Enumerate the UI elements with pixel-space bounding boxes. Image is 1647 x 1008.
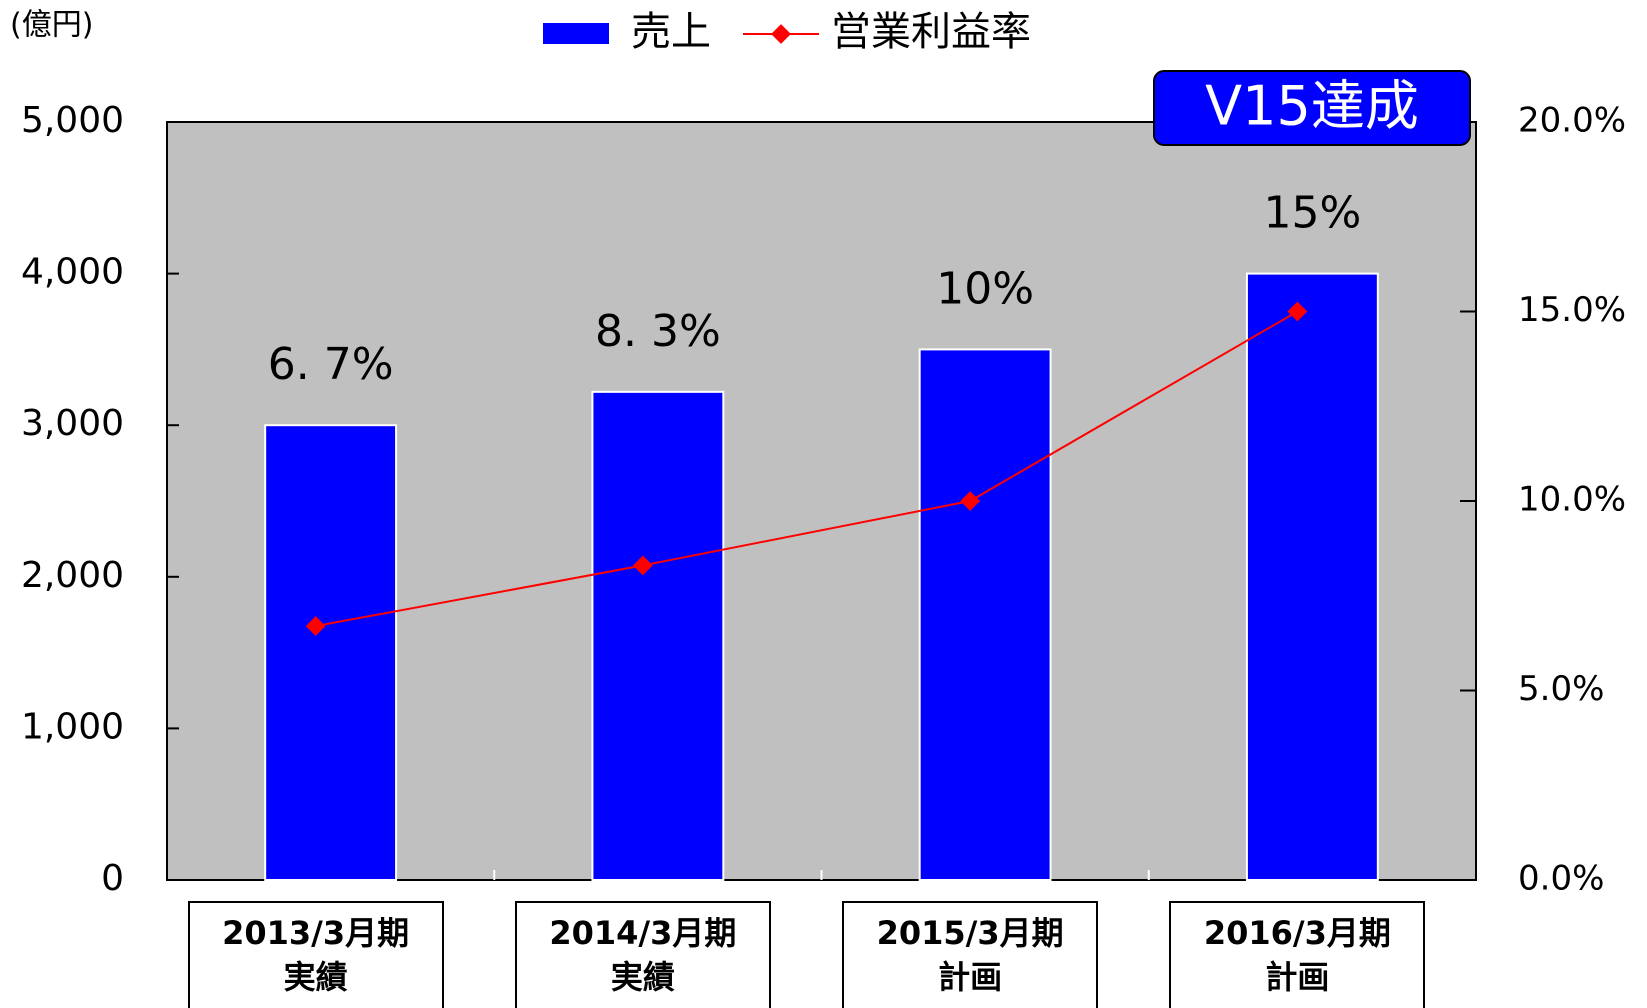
y2-tick-label: 5.0% — [1518, 669, 1604, 709]
annotation: V15達成 — [1205, 75, 1419, 138]
value-label: 6. 7% — [268, 339, 394, 390]
y2-tick-label: 20.0% — [1518, 101, 1626, 141]
y2-tick-label: 15.0% — [1518, 290, 1626, 330]
legend-label: 売上 — [631, 9, 711, 55]
line-marker — [632, 555, 653, 576]
line-marker — [1287, 301, 1308, 322]
value-label: 8. 3% — [595, 306, 721, 357]
y-tick-label: 1,000 — [21, 706, 124, 747]
bar — [918, 348, 1052, 881]
value-label: 15% — [1263, 188, 1361, 239]
y2-tick-label: 0.0% — [1518, 859, 1604, 899]
bar — [591, 390, 725, 881]
legend-swatch — [543, 23, 609, 44]
x-tick-label: 2014/3月期 実績 — [514, 901, 771, 1008]
y-tick-label: 5,000 — [21, 100, 124, 141]
annotation-box — [1153, 70, 1471, 146]
legend-marker — [771, 24, 791, 44]
x-tick-label: 2016/3月期 計画 — [1169, 901, 1426, 1008]
line — [315, 310, 1298, 628]
x-tick-label: 2015/3月期 計画 — [842, 901, 1099, 1008]
y-tick-label: 0 — [101, 858, 124, 899]
bar — [1245, 272, 1379, 882]
x-tick-label: 2013/3月期 実績 — [187, 901, 444, 1008]
line-marker — [960, 491, 981, 511]
y2-tick-label: 10.0% — [1518, 480, 1626, 520]
y-tick-label: 2,000 — [21, 555, 124, 596]
y-tick-label: 4,000 — [21, 252, 124, 293]
y-tick-label: 3,000 — [21, 403, 124, 444]
line-marker — [305, 616, 326, 636]
value-label: 10% — [936, 263, 1034, 314]
bar — [264, 424, 398, 881]
unit-label: (億円) — [10, 8, 93, 43]
legend-label: 営業利益率 — [831, 9, 1031, 55]
